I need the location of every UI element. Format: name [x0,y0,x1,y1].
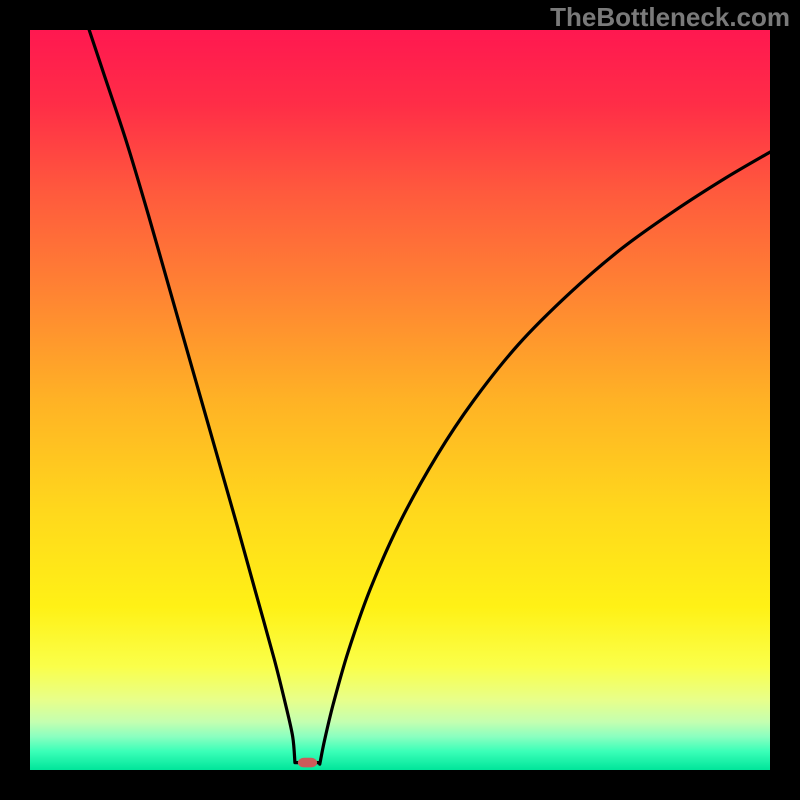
chart-background [30,30,770,770]
chart-root: TheBottleneck.com [0,0,800,800]
watermark-label: TheBottleneck.com [550,2,790,33]
optimum-marker [298,758,317,768]
bottleneck-chart [0,0,800,800]
